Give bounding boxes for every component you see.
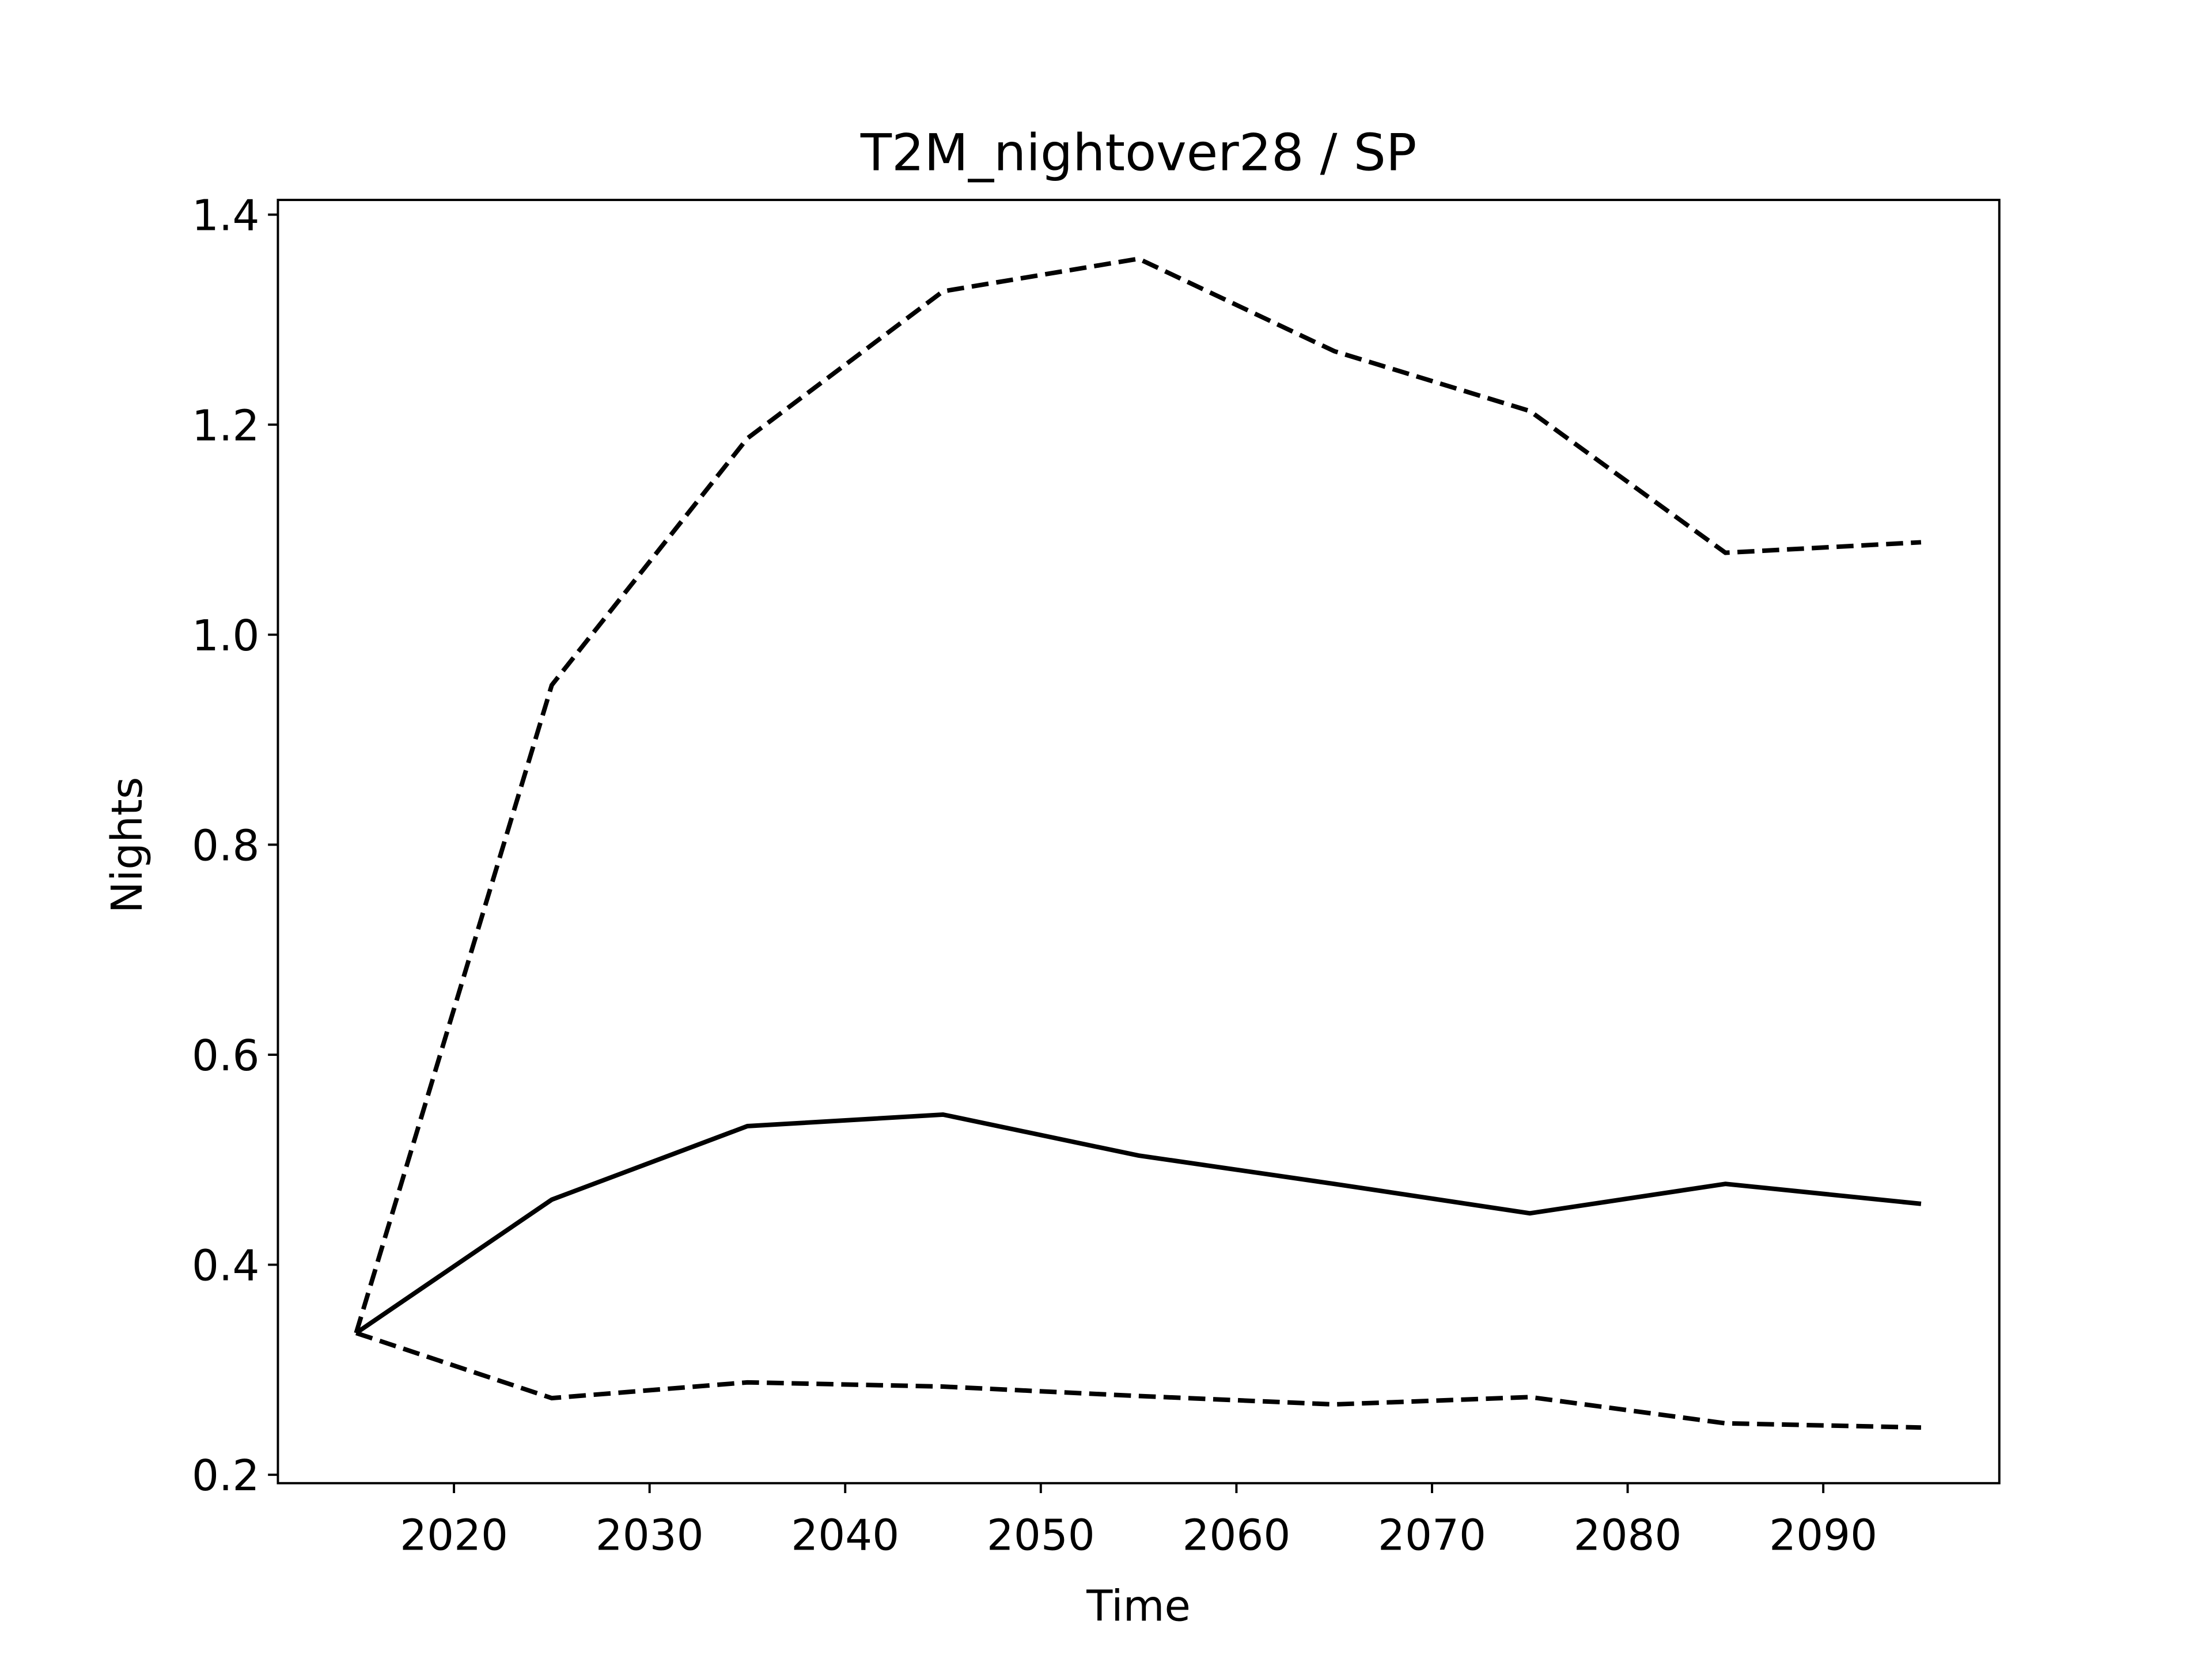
x-tick-label: 2070: [1378, 1510, 1486, 1560]
x-tick-label: 2040: [791, 1510, 899, 1560]
chart-title: T2M_nightover28 / SP: [860, 123, 1416, 182]
y-tick-label: 1.0: [192, 611, 259, 661]
y-tick-label: 0.2: [192, 1451, 259, 1501]
y-tick-label: 0.4: [192, 1241, 259, 1291]
x-tick-label: 2090: [1769, 1510, 1877, 1560]
y-tick-label: 1.2: [192, 401, 259, 450]
y-tick-label: 0.6: [192, 1031, 259, 1081]
y-axis-label: Nights: [103, 777, 152, 914]
line-series: [355, 1112, 1922, 1335]
line-series: [355, 1331, 1922, 1430]
x-tick-label: 2030: [596, 1510, 704, 1560]
x-tick-label: 2050: [987, 1510, 1095, 1560]
x-tick-label: 2020: [400, 1510, 508, 1560]
y-tick-label: 1.4: [192, 191, 259, 241]
x-axis-label: Time: [1086, 1582, 1191, 1631]
y-tick-label: 0.8: [192, 821, 259, 870]
plot-frame: [276, 199, 2001, 1484]
x-tick-label: 2060: [1182, 1510, 1290, 1560]
line-series: [354, 256, 1922, 1334]
x-tick-label: 2080: [1574, 1510, 1682, 1560]
